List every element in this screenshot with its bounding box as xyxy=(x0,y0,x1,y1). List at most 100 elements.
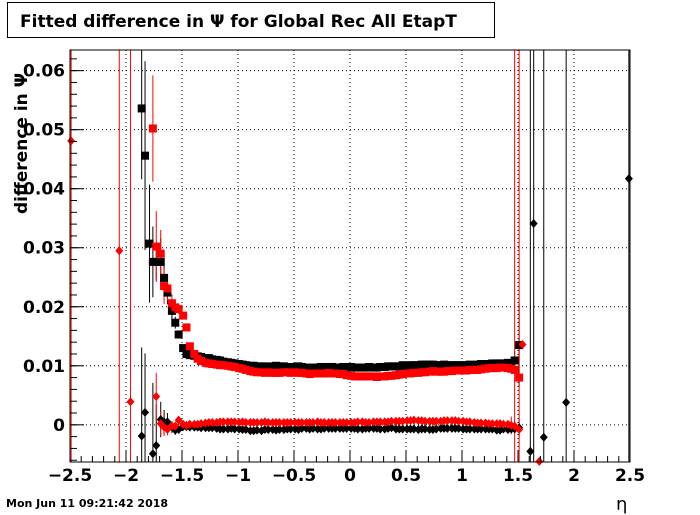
y-tick-label: 0.06 xyxy=(23,62,65,82)
data-point-square xyxy=(174,305,183,314)
data-point-diamond xyxy=(376,424,385,434)
data-point-square xyxy=(443,361,452,370)
data-point-square xyxy=(510,356,519,365)
data-point-square xyxy=(510,365,519,374)
data-point-square xyxy=(477,360,486,369)
data-point-square xyxy=(421,368,430,377)
data-point-square xyxy=(179,344,188,353)
x-tick-label: 0 xyxy=(344,466,356,486)
data-point-square xyxy=(499,359,508,368)
x-tick-label: 1 xyxy=(456,466,468,486)
data-point-diamond xyxy=(67,136,76,146)
y-tick-label: 0.04 xyxy=(23,180,65,200)
x-tick-label: 0.5 xyxy=(391,466,421,486)
data-point-diamond xyxy=(264,417,273,427)
data-point-square xyxy=(182,323,191,332)
data-point-diamond xyxy=(432,416,441,426)
data-point-diamond xyxy=(219,424,228,434)
data-point-square xyxy=(409,361,418,370)
data-point-square xyxy=(309,363,318,372)
data-point-square xyxy=(219,361,228,370)
x-tick-label: 2.5 xyxy=(615,466,645,486)
data-point-diamond xyxy=(365,423,374,433)
data-point-diamond xyxy=(320,423,329,433)
data-point-square xyxy=(342,371,351,380)
data-point-square xyxy=(286,368,295,377)
data-point-square xyxy=(297,368,306,377)
data-point-square xyxy=(320,369,329,378)
data-point-square xyxy=(179,311,188,320)
data-point-diamond xyxy=(342,417,351,427)
data-point-diamond xyxy=(275,417,284,427)
data-point-square xyxy=(365,372,374,381)
data-point-square xyxy=(387,371,396,380)
data-point-square xyxy=(286,363,295,372)
data-point-square xyxy=(185,342,194,351)
data-point-square xyxy=(443,367,452,376)
x-tick-label: −1.5 xyxy=(160,466,204,486)
data-point-diamond xyxy=(264,425,273,435)
y-tick-label: 0.03 xyxy=(23,239,65,259)
data-point-square xyxy=(160,273,169,282)
data-point-diamond xyxy=(148,449,157,459)
data-point-diamond xyxy=(152,440,161,450)
data-point-square xyxy=(275,362,284,371)
data-point-square xyxy=(342,363,351,372)
data-point-square xyxy=(156,257,165,266)
data-point-square xyxy=(190,349,199,358)
data-point-square xyxy=(174,330,183,339)
x-tick-label: 1.5 xyxy=(503,466,533,486)
data-point-square xyxy=(241,365,250,374)
data-point-diamond xyxy=(353,424,362,434)
y-tick-label: 0.02 xyxy=(23,298,65,318)
data-point-square xyxy=(409,368,418,377)
data-point-square xyxy=(253,362,262,371)
data-point-diamond xyxy=(624,174,633,184)
data-point-square xyxy=(398,361,407,370)
data-point-diamond xyxy=(515,425,524,435)
data-point-square xyxy=(376,362,385,371)
y-axis-label: difference in Ψ xyxy=(12,72,32,214)
data-point-diamond xyxy=(297,423,306,433)
data-point-diamond xyxy=(477,418,486,428)
data-point-square xyxy=(432,367,441,376)
data-point-diamond xyxy=(443,423,452,433)
data-point-diamond xyxy=(454,416,463,426)
data-point-square xyxy=(185,351,194,360)
data-point-square xyxy=(152,242,161,251)
data-markers xyxy=(67,104,633,466)
data-point-square xyxy=(353,372,362,381)
data-point-square xyxy=(253,368,262,377)
data-point-square xyxy=(376,372,385,381)
data-point-square xyxy=(320,363,329,372)
data-point-diamond xyxy=(342,423,351,433)
data-point-diamond xyxy=(297,417,306,427)
x-axis-label: η xyxy=(616,494,628,515)
x-tick-label: −2 xyxy=(113,466,139,486)
data-point-square xyxy=(156,249,165,258)
data-point-diamond xyxy=(320,417,329,427)
data-point-square xyxy=(465,365,474,374)
data-point-square xyxy=(477,365,486,374)
data-point-diamond xyxy=(529,219,538,229)
data-point-square xyxy=(432,361,441,370)
data-point-square xyxy=(421,360,430,369)
axes: −2.5 −2 −1.5 −1 −0.5 0 0.5 1 1.5 2 2.5 0 0.01 0.02 0.0… xyxy=(23,58,645,486)
data-point-diamond xyxy=(398,424,407,434)
data-point-diamond xyxy=(421,416,430,426)
data-point-diamond xyxy=(539,432,548,442)
data-point-diamond xyxy=(163,417,172,427)
data-point-diamond xyxy=(331,423,340,433)
error-bars xyxy=(70,50,630,462)
data-point-square xyxy=(230,362,239,371)
data-point-diamond xyxy=(526,446,535,456)
data-point-square xyxy=(398,370,407,379)
data-point-square xyxy=(499,363,508,372)
data-point-diamond xyxy=(275,425,284,435)
x-tick-label: 2 xyxy=(568,466,580,486)
timestamp-footer: Mon Jun 11 09:21:42 2018 xyxy=(6,497,169,510)
data-point-diamond xyxy=(185,419,194,429)
data-point-square xyxy=(387,362,396,371)
data-point-diamond xyxy=(286,417,295,427)
